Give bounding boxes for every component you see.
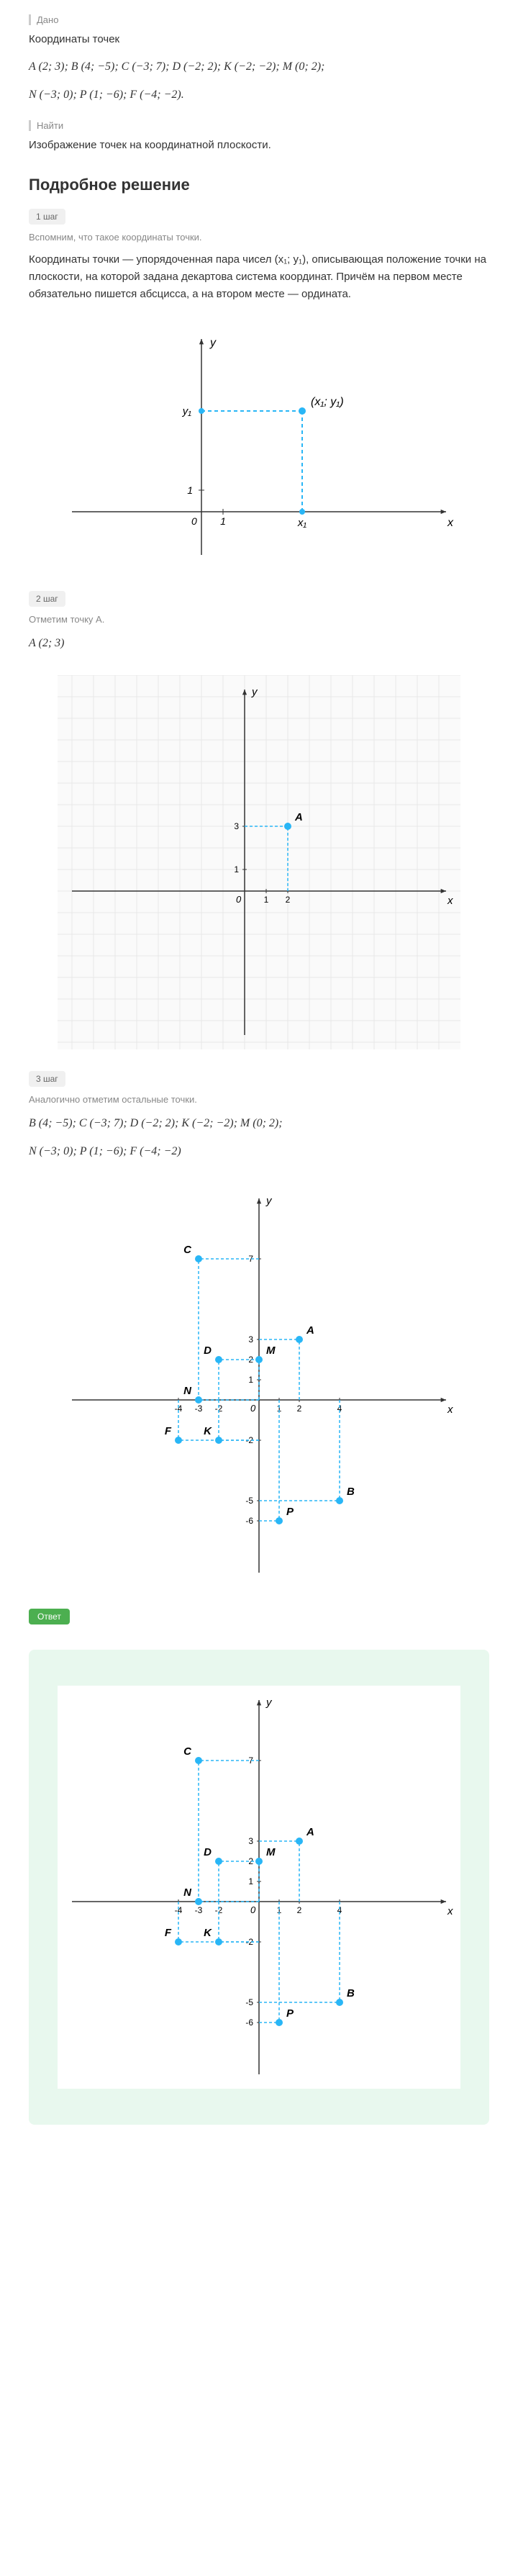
svg-text:K: K xyxy=(204,1927,212,1939)
find-text: Изображение точек на координатной плоско… xyxy=(29,137,489,154)
svg-text:y: y xyxy=(265,1696,273,1709)
svg-text:-5: -5 xyxy=(245,1997,253,2007)
svg-text:x: x xyxy=(447,1905,453,1917)
svg-text:M: M xyxy=(266,1345,276,1357)
svg-text:-6: -6 xyxy=(245,1516,253,1526)
step2-badge: 2 шаг xyxy=(29,591,65,607)
svg-text:F: F xyxy=(165,1927,172,1939)
svg-text:x₁: x₁ xyxy=(297,517,307,529)
step2-desc: Отметим точку A. xyxy=(29,614,489,625)
svg-text:C: C xyxy=(183,1745,192,1758)
svg-text:2: 2 xyxy=(297,1905,302,1915)
svg-text:y₁: y₁ xyxy=(182,405,192,417)
svg-text:A: A xyxy=(294,811,303,823)
coords-title: Координаты точек xyxy=(29,31,489,48)
svg-text:B: B xyxy=(347,1987,355,1999)
step2-point: A (2; 3) xyxy=(29,633,489,654)
given-points-2: N (−3; 0); P (1; −6); F (−4; −2). xyxy=(29,85,489,106)
answer-label: Ответ xyxy=(29,1609,70,1624)
svg-text:1: 1 xyxy=(187,484,193,496)
svg-text:0: 0 xyxy=(250,1403,256,1414)
svg-text:-6: -6 xyxy=(245,2017,253,2028)
svg-text:1: 1 xyxy=(234,864,239,875)
svg-text:1: 1 xyxy=(248,1375,253,1385)
svg-text:N: N xyxy=(183,1385,192,1397)
step1-chart: 1 1 0 x y y₁ x₁ (x₁; y₁) xyxy=(29,325,489,569)
svg-text:C: C xyxy=(183,1244,192,1256)
svg-text:-3: -3 xyxy=(195,1905,203,1915)
step3-points-2: N (−3; 0); P (1; −6); F (−4; −2) xyxy=(29,1142,489,1162)
svg-text:F: F xyxy=(165,1425,172,1437)
svg-text:D: D xyxy=(204,1846,212,1858)
given-label: Дано xyxy=(29,14,489,25)
answer-box: 0xy-4-3-2124-6-5-21237ABCDKMNPF xyxy=(29,1650,489,2125)
given-points-1: A (2; 3); B (4; −5); C (−3; 7); D (−2; 2… xyxy=(29,57,489,78)
svg-text:(x₁; y₁): (x₁; y₁) xyxy=(311,396,344,408)
step3-points-1: B (4; −5); C (−3; 7); D (−2; 2); K (−2; … xyxy=(29,1113,489,1134)
step3-desc: Аналогично отметим остальные точки. xyxy=(29,1094,489,1105)
svg-text:x: x xyxy=(447,1404,453,1416)
step1-desc: Вспомним, что такое координаты точки. xyxy=(29,232,489,243)
svg-text:N: N xyxy=(183,1886,192,1899)
svg-text:0: 0 xyxy=(236,894,242,905)
svg-text:2: 2 xyxy=(297,1404,302,1414)
step2-chart: 0 x y 1 2 1 3 A xyxy=(29,675,489,1049)
svg-text:K: K xyxy=(204,1425,212,1437)
svg-text:3: 3 xyxy=(248,1836,253,1846)
svg-text:P: P xyxy=(286,1506,294,1518)
svg-text:P: P xyxy=(286,2007,294,2020)
solution-heading: Подробное решение xyxy=(29,176,489,194)
find-label: Найти xyxy=(29,120,489,131)
svg-text:y: y xyxy=(209,337,217,349)
svg-text:A: A xyxy=(306,1826,314,1838)
svg-text:3: 3 xyxy=(248,1334,253,1345)
step3-chart: 0xy-4-3-2124-6-5-21237ABCDKMNPF xyxy=(29,1184,489,1587)
svg-text:2: 2 xyxy=(286,895,291,905)
svg-text:0: 0 xyxy=(250,1904,256,1915)
svg-text:y: y xyxy=(265,1195,273,1207)
svg-text:0: 0 xyxy=(191,515,197,527)
svg-text:1: 1 xyxy=(248,1876,253,1886)
svg-text:D: D xyxy=(204,1345,212,1357)
svg-text:-3: -3 xyxy=(195,1404,203,1414)
step1-text: Координаты точки — упорядоченная пара чи… xyxy=(29,251,489,303)
svg-text:A: A xyxy=(306,1324,314,1337)
answer-chart: 0xy-4-3-2124-6-5-21237ABCDKMNPF xyxy=(43,1686,475,2089)
svg-text:1: 1 xyxy=(220,515,226,527)
svg-text:y: y xyxy=(251,686,258,698)
svg-text:1: 1 xyxy=(264,895,269,905)
svg-text:M: M xyxy=(266,1846,276,1858)
svg-text:B: B xyxy=(347,1486,355,1498)
svg-text:x: x xyxy=(447,517,454,529)
step3-badge: 3 шаг xyxy=(29,1071,65,1087)
svg-text:x: x xyxy=(447,895,453,907)
step1-badge: 1 шаг xyxy=(29,209,65,225)
svg-text:-5: -5 xyxy=(245,1496,253,1506)
svg-text:3: 3 xyxy=(234,821,239,831)
